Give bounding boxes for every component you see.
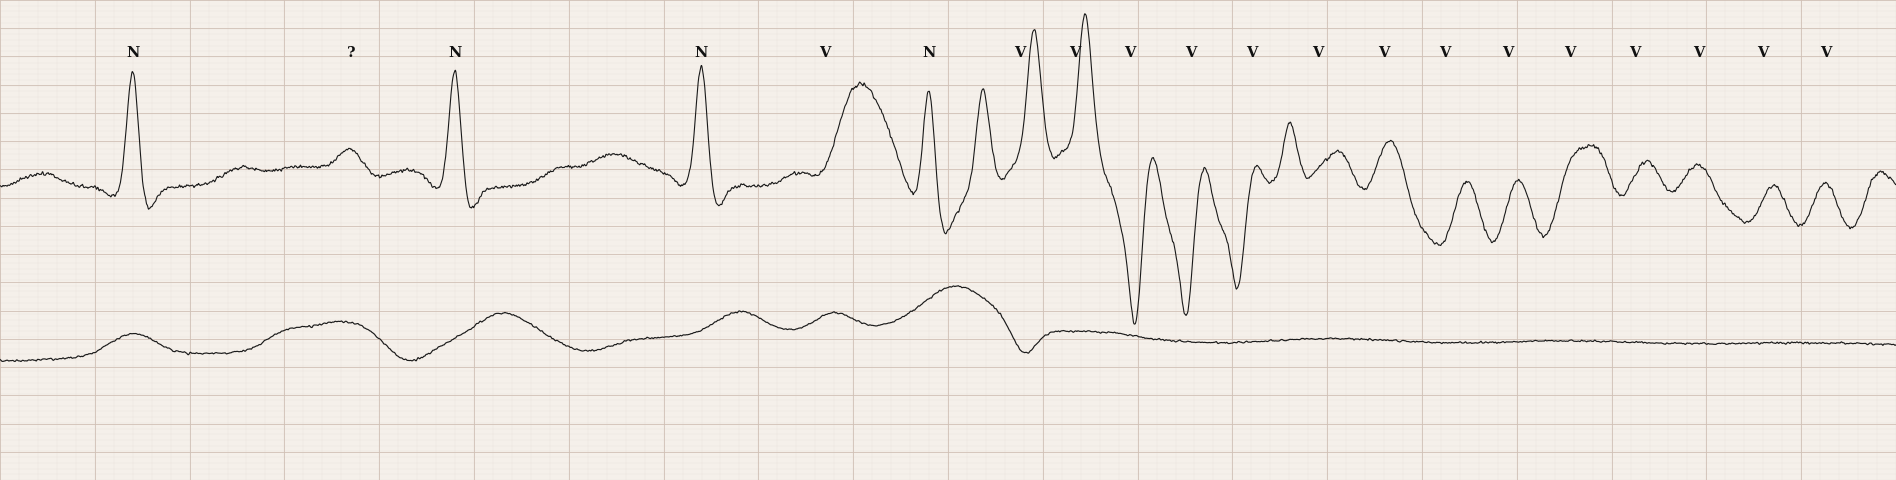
Text: N: N — [447, 46, 463, 60]
Text: V: V — [1758, 46, 1769, 60]
Text: V: V — [1439, 46, 1450, 60]
Text: V: V — [1564, 46, 1576, 60]
Text: V: V — [1246, 46, 1257, 60]
Text: ?: ? — [347, 46, 355, 60]
Text: V: V — [1378, 46, 1390, 60]
Text: V: V — [1069, 46, 1081, 60]
Text: V: V — [1820, 46, 1832, 60]
Text: N: N — [921, 46, 937, 60]
Text: V: V — [819, 46, 830, 60]
Text: V: V — [1312, 46, 1323, 60]
Text: V: V — [1014, 46, 1026, 60]
Text: N: N — [125, 46, 140, 60]
Text: V: V — [1693, 46, 1705, 60]
Text: V: V — [1185, 46, 1196, 60]
Text: V: V — [1502, 46, 1513, 60]
Text: V: V — [1124, 46, 1136, 60]
Text: N: N — [694, 46, 709, 60]
Text: V: V — [1629, 46, 1640, 60]
